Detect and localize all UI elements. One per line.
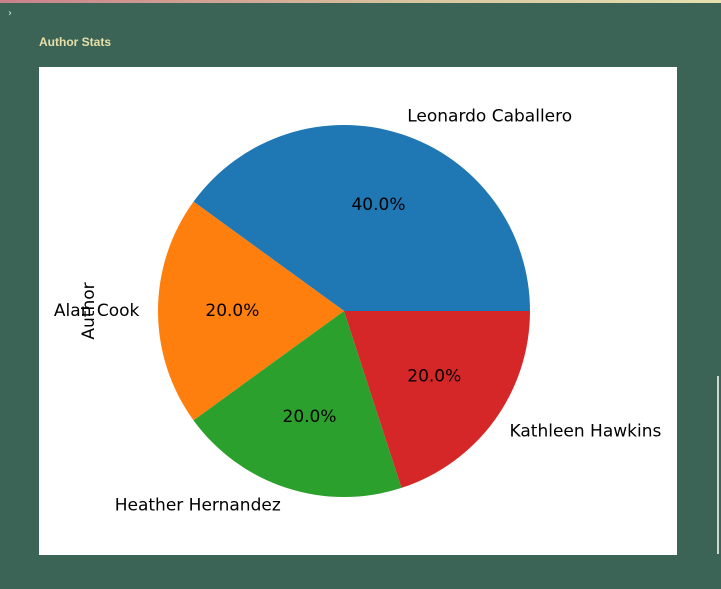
scrollbar[interactable]	[717, 376, 719, 554]
section-title: Author Stats	[39, 35, 111, 49]
pie-percent-label-heather-hernandez: 20.0%	[283, 407, 337, 427]
window-top-strip	[0, 0, 721, 3]
y-axis-label: Author	[79, 282, 99, 339]
pie-slice-heather-hernandez	[193, 311, 402, 498]
pie-slice-label-alan-cook: Alan Cook	[54, 301, 140, 321]
pie-percent-labels: 40.0% 20.0% 20.0% 20.0%	[205, 195, 461, 427]
pie-slices	[158, 124, 531, 498]
pie-slice-label-heather-hernandez: Heather Hernandez	[115, 496, 281, 516]
chart-panel: 40.0% 20.0% 20.0% 20.0% Leonardo Caballero A…	[39, 67, 677, 555]
pie-slice-leonardo-caballero	[193, 124, 531, 311]
pie-slice-label-kathleen-hawkins: Kathleen Hawkins	[510, 421, 662, 441]
pie-chart: 40.0% 20.0% 20.0% 20.0% Leonardo Caballero A…	[54, 106, 662, 515]
pie-slice-labels: Leonardo Caballero Alan Cook Heather Herna…	[54, 106, 662, 515]
pie-percent-label-alan-cook: 20.0%	[205, 301, 259, 321]
pie-slice-alan-cook	[158, 201, 344, 421]
expand-chevron-icon[interactable]: ›	[8, 8, 12, 19]
pie-percent-label-leonardo-caballero: 40.0%	[351, 195, 405, 215]
pie-slice-kathleen-hawkins	[344, 311, 530, 488]
pie-slice-label-leonardo-caballero: Leonardo Caballero	[407, 106, 572, 126]
pie-percent-label-kathleen-hawkins: 20.0%	[407, 367, 461, 387]
